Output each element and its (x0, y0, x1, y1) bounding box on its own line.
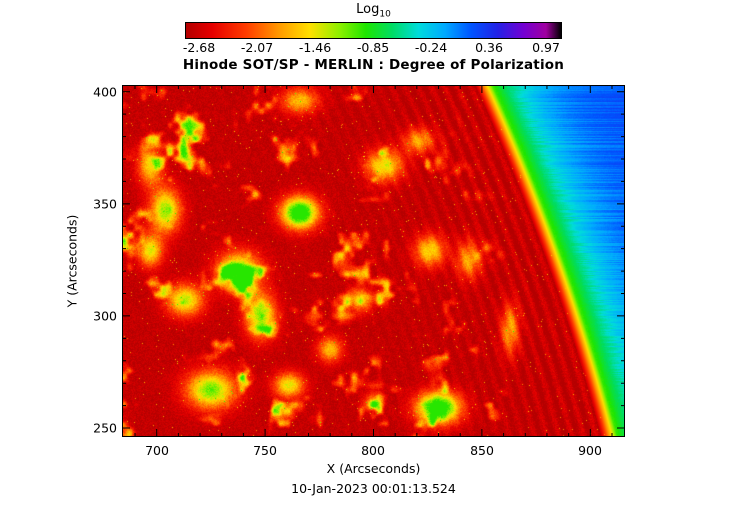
y-tick-label: 250 (93, 420, 117, 436)
colorbar-title-text: Log (356, 2, 380, 17)
x-tick-label: 750 (253, 443, 277, 458)
colorbar-tick-label: -1.46 (298, 40, 332, 55)
x-tick-label: 850 (470, 443, 494, 458)
colorbar-tick-labels: -2.68 -2.07 -1.46 -0.85 -0.24 0.36 0.97 (0, 40, 750, 55)
colorbar-tick-label: 0.97 (532, 40, 560, 55)
x-axis-label: X (Arcseconds) (326, 461, 421, 476)
x-tick-label: 700 (145, 443, 169, 458)
colorbar-title-subscript: 10 (379, 9, 391, 20)
y-axis-label: Y (Arcseconds) (64, 214, 80, 308)
colorbar-tick-label: -2.68 (182, 40, 216, 55)
colorbar (185, 22, 562, 39)
colorbar-tick-label: -0.24 (414, 40, 448, 55)
x-tick-labels: 700 750 800 850 900 (0, 443, 750, 458)
y-tick-label: 400 (93, 84, 117, 100)
colorbar-title: Log10 (122, 2, 625, 20)
plot-title: Hinode SOT/SP - MERLIN : Degree of Polar… (182, 57, 565, 73)
y-tick-label: 300 (93, 308, 117, 324)
x-tick-label: 900 (578, 443, 602, 458)
polarization-heatmap (122, 85, 625, 437)
colorbar-tick-label: -2.07 (240, 40, 274, 55)
colorbar-tick-label: -0.85 (356, 40, 390, 55)
x-tick-label: 800 (361, 443, 385, 458)
timestamp: 10-Jan-2023 00:01:13.524 (291, 481, 456, 496)
colorbar-tick-label: 0.36 (475, 40, 503, 55)
y-tick-label: 350 (93, 196, 117, 212)
